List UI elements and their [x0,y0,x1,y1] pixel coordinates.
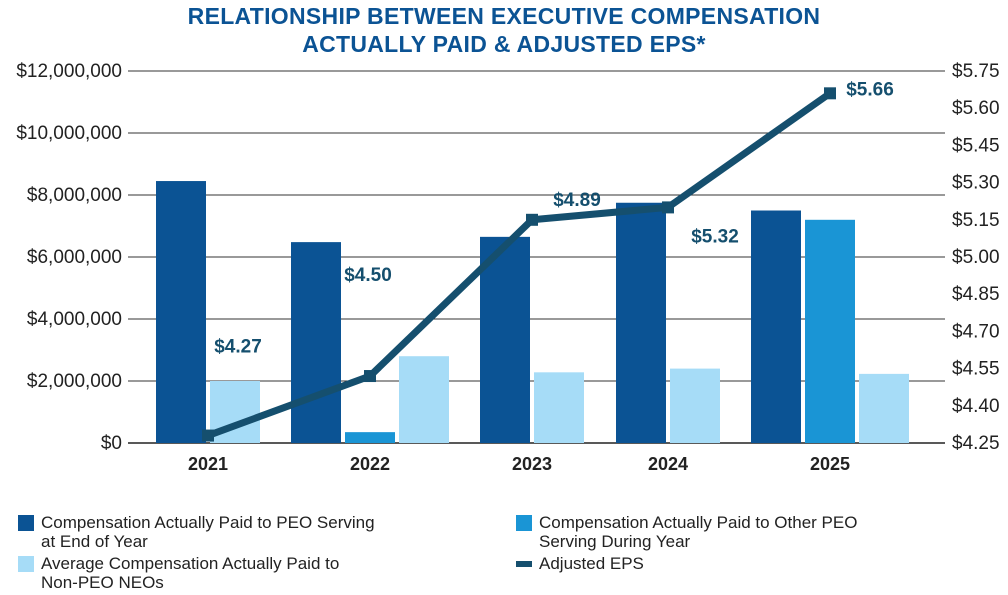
x-axis-category-label: 2023 [512,454,552,474]
left-axis-tick-label: $4,000,000 [27,309,122,330]
eps-data-label-2022: $4.50 [344,265,392,286]
eps-point-2023 [526,213,538,226]
x-axis-category-label: 2021 [188,454,228,474]
legend-label-non-peo-line-1: Average Compensation Actually Paid to [41,554,340,573]
legend-item-peo-end: Compensation Actually Paid to PEO Servin… [18,513,375,551]
bar-non-peo-2023 [534,372,584,443]
right-axis-tick-label: $5.15 [952,210,1000,231]
bar-non-peo-2024 [670,368,720,443]
eps-point-2024 [662,201,674,214]
left-axis-tick-label: $6,000,000 [27,247,122,268]
legend-item-eps: Adjusted EPS [516,554,644,573]
chart-title-line-2: ACTUALLY PAID & ADJUSTED EPS* [302,31,706,57]
bar-peo-end-2022 [291,242,341,443]
legend-item-non-peo: Average Compensation Actually Paid to No… [18,554,339,592]
legend-label-peo-other-line-1: Compensation Actually Paid to Other PEO [539,513,858,532]
left-axis-tick-label: $8,000,000 [27,185,122,206]
eps-data-label-2025: $5.66 [846,79,894,100]
legend-label-peo-other: Compensation Actually Paid to Other PEO … [539,513,857,551]
legend-label-peo-other-line-2: Serving During Year [539,532,691,551]
eps-point-2022 [364,370,376,383]
bar-peo-end-2025 [751,210,801,443]
x-axis-category-label: 2024 [648,454,688,474]
data-labels: $4.27 $4.50 $4.89 $5.32 $5.66 [214,79,894,357]
right-axis-tick-label: $5.75 [952,61,1000,82]
legend-label-eps: Adjusted EPS [539,554,644,573]
left-axis-tick-label: $0 [101,433,122,454]
bar-non-peo-2025 [859,373,909,443]
legend-swatch-peo-end [18,515,34,531]
right-axis-tick-label: $4.70 [952,321,1000,342]
bars [156,181,909,444]
bar-peo-other-2022 [345,432,395,443]
legend-label-peo-end-line-1: Compensation Actually Paid to PEO Servin… [41,513,375,532]
left-axis-tick-label: $2,000,000 [27,371,122,392]
legend-swatch-eps [516,561,532,567]
chart-title-line-1: RELATIONSHIP BETWEEN EXECUTIVE COMPENSAT… [187,3,821,29]
bar-peo-end-2024 [616,202,666,443]
eps-data-label-2023: $4.89 [553,190,601,211]
right-axis-tick-label: $5.60 [952,98,1000,119]
left-axis-tick-label: $10,000,000 [16,123,122,144]
right-axis-tick-label: $5.45 [952,135,1000,156]
eps-point-2025 [824,87,836,100]
eps-point-2021 [202,429,214,442]
legend-label-eps-line-1: Adjusted EPS [539,554,644,573]
left-axis-tick-label: $12,000,000 [16,61,122,82]
legend-label-non-peo: Average Compensation Actually Paid to No… [41,554,339,592]
x-axis-category-label: 2022 [350,454,390,474]
legend-swatch-non-peo [18,556,34,572]
right-axis-tick-label: $4.25 [952,433,1000,454]
right-axis-tick-label: $5.00 [952,247,1000,268]
eps-data-label-2024: $5.32 [691,226,739,247]
x-axis-category-label: 2025 [810,454,850,474]
legend-label-non-peo-line-2: Non-PEO NEOs [41,573,164,592]
bar-peo-end-2023 [480,236,530,443]
axes: $0 $2,000,000 $4,000,000 $6,000,000 $8,000,0… [16,61,999,474]
legend-swatch-peo-other [516,515,532,531]
eps-data-label-2021: $4.27 [214,337,262,358]
legend-label-peo-end-line-2: at End of Year [41,532,148,551]
legend-item-peo-other: Compensation Actually Paid to Other PEO … [516,513,857,551]
legend-label-peo-end: Compensation Actually Paid to PEO Servin… [41,513,375,551]
bar-peo-end-2021 [156,181,206,444]
right-axis-tick-label: $4.40 [952,396,1000,417]
eps-line-group [202,87,836,442]
right-axis-tick-label: $4.85 [952,284,1000,305]
right-axis-tick-label: $4.55 [952,359,1000,380]
bar-non-peo-2022 [399,356,449,443]
bar-peo-other-2025 [805,219,855,443]
right-axis-tick-label: $5.30 [952,173,1000,194]
